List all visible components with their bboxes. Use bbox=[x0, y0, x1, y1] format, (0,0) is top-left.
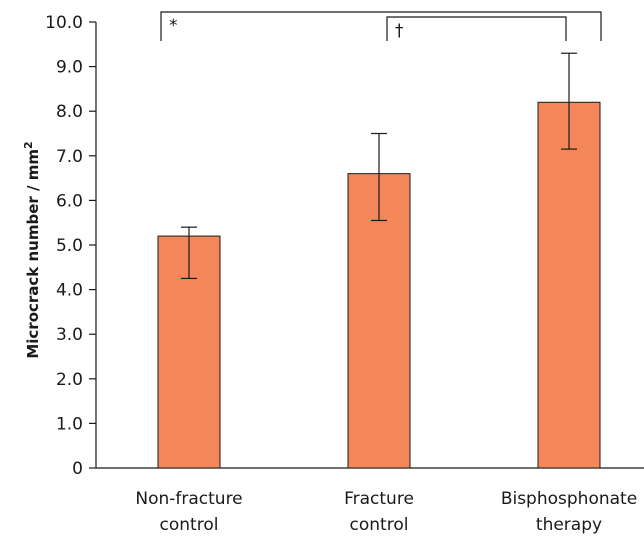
y-axis-title: Microcrack number / mm2 bbox=[22, 141, 42, 358]
y-tick-label: 1.0 bbox=[56, 414, 83, 434]
bar bbox=[347, 173, 411, 469]
y-tick-label: 0 bbox=[72, 459, 83, 479]
axes: 0 1.0 2.0 3.0 4.0 5.0 6.0 7.0 8.0 9.0 10.0 bbox=[45, 13, 644, 479]
y-tick-label: 2.0 bbox=[56, 370, 83, 390]
y-tick-label: 3.0 bbox=[56, 325, 83, 345]
significance-bracket bbox=[386, 16, 567, 41]
x-category-label: Bisphosphonate therapy bbox=[501, 489, 637, 535]
y-tick-label: 10.0 bbox=[45, 13, 83, 33]
y-tick-label: 9.0 bbox=[56, 58, 83, 78]
x-category-label: Non-fracture control bbox=[135, 489, 242, 535]
significance-brackets: * † bbox=[160, 11, 602, 41]
significance-bracket bbox=[160, 11, 602, 41]
x-category-label: Fracture control bbox=[344, 489, 414, 535]
bar bbox=[537, 101, 601, 469]
bars: Non-fracture control Fracture control Bispho… bbox=[135, 52, 637, 535]
y-tick-label: 5.0 bbox=[56, 236, 83, 256]
y-tick-label: 6.0 bbox=[56, 191, 83, 211]
y-tick-label: 4.0 bbox=[56, 281, 83, 301]
y-tick-label: 7.0 bbox=[56, 147, 83, 167]
y-tick-label: 8.0 bbox=[56, 102, 83, 122]
significance-label: † bbox=[395, 21, 404, 41]
significance-label: * bbox=[169, 16, 178, 36]
